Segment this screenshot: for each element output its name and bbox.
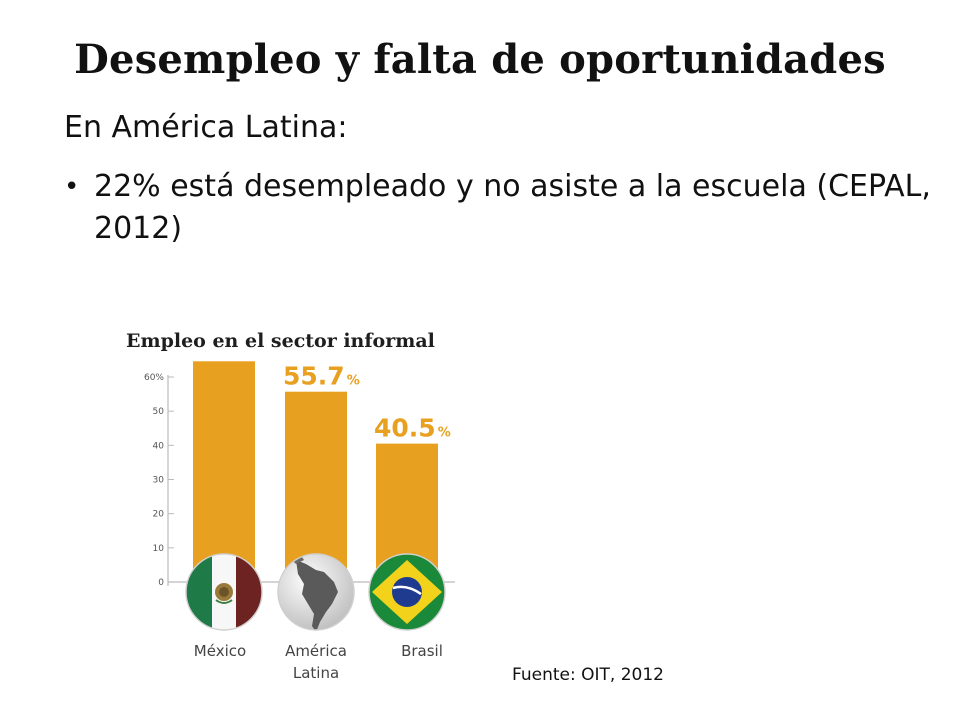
value-unit: % — [438, 426, 451, 441]
category-label-line: México — [193, 642, 247, 660]
source-note: Fuente: OIT, 2012 — [512, 665, 664, 685]
bar-2 — [285, 391, 347, 582]
latin-america-map-icon — [277, 553, 355, 631]
chart-title: Empleo en el sector informal — [126, 330, 435, 352]
category-label-line: Latina — [292, 664, 340, 682]
category-label-america-latina: América Latina — [270, 640, 362, 684]
bullet-text: 22% está desempleado y no asiste a la es… — [94, 169, 931, 246]
y-tick-label: 0 — [158, 578, 164, 588]
slide-title: Desempleo y falta de oportunidades — [74, 36, 886, 83]
y-tick-label: 40 — [153, 441, 165, 451]
y-tick-label: 60% — [144, 373, 164, 383]
bar-value-label: 55.7% — [283, 362, 360, 391]
value-unit: % — [347, 374, 360, 389]
y-tick-label: 10 — [153, 544, 165, 554]
category-label-mexico: México — [174, 640, 266, 662]
category-label-line: Brasil — [401, 642, 443, 660]
bullet-dot: • — [64, 172, 80, 202]
y-tick-label: 20 — [153, 510, 165, 520]
brazil-flag-icon — [368, 553, 446, 631]
category-label-brasil: Brasil — [376, 640, 468, 662]
intro-text: En América Latina: — [64, 110, 348, 145]
y-tick-label: 50 — [153, 407, 165, 417]
bar-1 — [193, 361, 255, 582]
category-label-line: América — [285, 642, 347, 660]
y-tick-label: 30 — [153, 476, 165, 486]
bar-value-label: 40.5% — [374, 414, 451, 443]
